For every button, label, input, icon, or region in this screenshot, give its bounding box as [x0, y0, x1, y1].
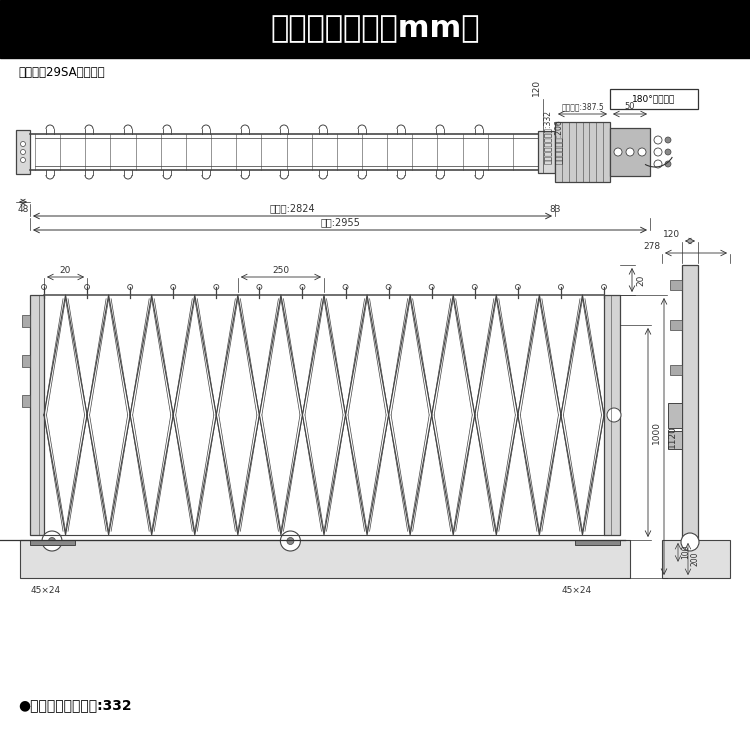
Circle shape — [559, 284, 563, 290]
Text: 1120: 1120 — [668, 425, 677, 448]
Circle shape — [287, 538, 294, 544]
Bar — [22, 355, 30, 367]
Circle shape — [665, 161, 671, 167]
Text: 120: 120 — [532, 79, 541, 96]
Circle shape — [85, 284, 89, 290]
Circle shape — [626, 148, 634, 156]
Text: 20: 20 — [636, 274, 645, 286]
Circle shape — [515, 284, 520, 290]
Text: 180°回転収納: 180°回転収納 — [632, 94, 676, 104]
Circle shape — [602, 284, 607, 290]
Circle shape — [654, 148, 662, 156]
Bar — [30, 540, 75, 545]
Text: 45×24: 45×24 — [31, 586, 62, 595]
Circle shape — [300, 284, 305, 290]
Text: 278: 278 — [643, 242, 660, 251]
Circle shape — [41, 284, 46, 290]
Circle shape — [49, 538, 55, 544]
Bar — [682, 265, 698, 540]
Text: 納まり図29SA参考図面: 納まり図29SA参考図面 — [18, 65, 104, 79]
Circle shape — [343, 284, 348, 290]
Circle shape — [20, 158, 26, 163]
Bar — [22, 315, 30, 327]
Bar — [0, 0, 750, 58]
Circle shape — [20, 149, 26, 154]
Text: 全巾:2955: 全巾:2955 — [320, 217, 360, 227]
Circle shape — [638, 148, 646, 156]
Circle shape — [128, 284, 133, 290]
Text: キャスター巾:206: キャスター巾:206 — [554, 119, 563, 164]
Text: 250: 250 — [272, 266, 290, 275]
Text: たたみ巾:387.5: たたみ巾:387.5 — [561, 102, 604, 111]
Bar — [610, 89, 698, 109]
Bar — [670, 365, 682, 375]
Circle shape — [42, 531, 62, 551]
Bar — [610, 128, 650, 176]
Text: 83: 83 — [549, 205, 561, 214]
Text: 1000: 1000 — [652, 421, 661, 444]
Circle shape — [654, 160, 662, 168]
Circle shape — [665, 137, 671, 143]
Bar — [20, 540, 630, 578]
Text: ●キャスター最大巾:332: ●キャスター最大巾:332 — [18, 698, 132, 712]
Circle shape — [257, 284, 262, 290]
Text: 48: 48 — [17, 205, 28, 214]
Text: 寸法図（単位：mm）: 寸法図（単位：mm） — [270, 14, 480, 44]
Text: 20: 20 — [60, 266, 71, 275]
Text: 50: 50 — [625, 102, 635, 111]
Bar — [16, 130, 30, 174]
Bar — [662, 540, 730, 578]
Circle shape — [472, 284, 477, 290]
Circle shape — [681, 533, 699, 551]
Circle shape — [429, 284, 434, 290]
Text: 200: 200 — [691, 552, 700, 566]
Bar — [30, 295, 44, 535]
Bar — [668, 403, 682, 427]
Text: 100: 100 — [681, 545, 690, 560]
Text: 開口巾:2824: 開口巾:2824 — [270, 203, 315, 213]
Circle shape — [171, 284, 176, 290]
Circle shape — [665, 149, 671, 155]
Text: キャスター最大巾:332: キャスター最大巾:332 — [543, 110, 552, 164]
Bar — [22, 395, 30, 407]
Circle shape — [607, 408, 621, 422]
Text: 45×24: 45×24 — [562, 586, 592, 595]
Text: 120: 120 — [663, 230, 680, 239]
Bar — [670, 405, 682, 415]
Bar — [668, 430, 682, 448]
Circle shape — [280, 531, 301, 551]
Bar — [670, 280, 682, 290]
Bar — [538, 131, 555, 173]
Bar — [670, 320, 682, 330]
Bar — [555, 122, 610, 182]
Circle shape — [654, 136, 662, 144]
Circle shape — [614, 148, 622, 156]
Circle shape — [386, 284, 391, 290]
Circle shape — [20, 142, 26, 146]
Circle shape — [214, 284, 219, 290]
Bar — [575, 540, 620, 545]
Bar — [604, 295, 620, 535]
